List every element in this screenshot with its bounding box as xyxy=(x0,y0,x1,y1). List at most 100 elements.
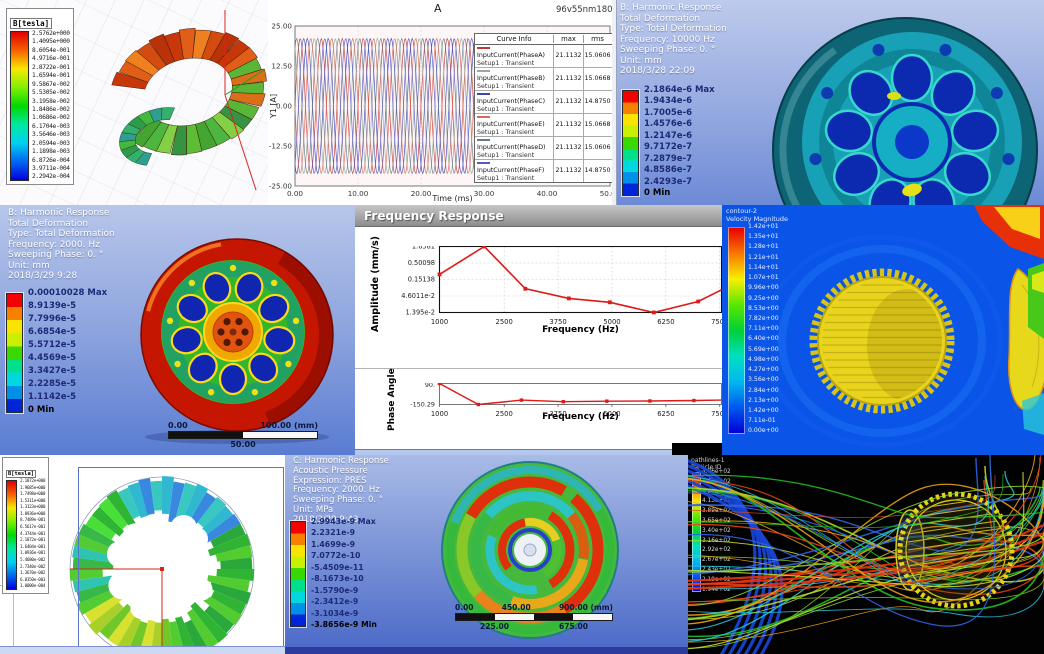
svg-text:90.: 90. xyxy=(425,383,435,389)
curve-name: InputCurrent(PhaseD) xyxy=(477,144,546,152)
colorbar-label: 3.40e+02 xyxy=(702,527,731,534)
curve-color-swatch xyxy=(477,116,490,119)
colorbar-label: 1.4095e+000 xyxy=(32,38,70,46)
colorbar-label: 3.9711e-004 xyxy=(32,165,70,172)
panel-harmonic-teal-wheel: B: Harmonic Response Total Deformation Typ… xyxy=(612,0,1044,205)
colorbar-strip xyxy=(728,227,745,434)
colorbar-label: 1.42e+00 xyxy=(748,406,779,414)
acoustic-disc-viewport[interactable] xyxy=(285,455,688,654)
colorbar-strip xyxy=(5,479,18,591)
colorbar-label: 2.67e+02 xyxy=(702,557,731,564)
colorbar-label: 4.9716e-001 xyxy=(32,55,70,63)
svg-text:Y1 [A]: Y1 [A] xyxy=(269,94,278,119)
ruler-label: 675.00 xyxy=(559,622,588,631)
colorbar-label: 1.6404e-001 xyxy=(20,544,46,550)
curve-setup: Setup1 : Transient xyxy=(477,151,535,159)
colorbar-label: 2.7340e-002 xyxy=(20,564,46,570)
curve-rms: 14.8750 xyxy=(583,160,611,182)
colorbar-label: 0.00e+00 xyxy=(748,427,779,435)
rotor-field-viewport[interactable] xyxy=(0,455,285,654)
curve-color-swatch xyxy=(477,93,490,96)
flux-density-legend: B[tesla] 2.5762e+000 1.4095e+000 8.6054e-0… xyxy=(6,8,74,185)
colorbar-label: 1.7005e-6 xyxy=(644,107,693,118)
svg-text:7500: 7500 xyxy=(711,410,722,418)
panel-harmonic-red-wheel: B: Harmonic Response Total Deformation Typ… xyxy=(0,205,355,455)
panel-streamlines: pathlines-1 Particle ID 4.86e+02 4.62e+02 4… xyxy=(688,455,1044,654)
panel-cfd-velocity: contour-2 Velocity Magnitude 1.42e+01 1.35… xyxy=(722,205,1044,455)
curve-rms: 14.8750 xyxy=(583,91,611,113)
colorbar-strip xyxy=(621,89,640,197)
colorbar-label: 1.9685e+000 xyxy=(20,485,46,491)
colorbar-label: 6.5617e-001 xyxy=(20,525,46,531)
amplitude-axis-label: Amplitude (mm/s) xyxy=(370,235,381,332)
colorbar-label: 8.53e+00 xyxy=(748,304,779,312)
header-line: Unit: MPa xyxy=(293,504,334,515)
curve-rms: 15.0606 xyxy=(583,137,611,159)
colorbar-label: -3.1034e-9 xyxy=(311,608,359,618)
colorbar-label: 1.1142e-5 xyxy=(28,392,77,402)
streamline-viewport[interactable] xyxy=(688,455,1044,654)
curve-setup: Setup1 : Transient xyxy=(477,174,535,182)
curve-setup: Setup1 : Transient xyxy=(477,59,535,67)
panel-transient-plot: 25.00 12.50 0.00 -12.50 -25.00 0.00 10.00 20.00… xyxy=(268,0,612,205)
colorbar-label: 2.43e+02 xyxy=(702,566,731,573)
frequency-response-window: Frequency Response Amplitude (mm/s) 1000… xyxy=(355,205,722,455)
svg-text:7500: 7500 xyxy=(711,318,722,326)
header-line: Frequency: 2000. Hz xyxy=(8,239,100,250)
curve-rms: 15.0668 xyxy=(583,114,611,136)
ruler-label: 0.00 xyxy=(168,421,188,430)
curve-setup: Setup1 : Transient xyxy=(477,82,535,90)
deformation-colorbar: 2.1864e-6 Max 1.9434e-6 1.7005e-6 1.4576e-6… xyxy=(621,86,715,198)
window-titlebar[interactable]: Frequency Response xyxy=(355,205,722,227)
colorbar-label: 2.9943e-9 Max xyxy=(311,517,376,526)
colorbar-label: 4.8586e-7 xyxy=(644,165,693,176)
plot-annotation: 96v55nm180 ✳ xyxy=(556,5,612,15)
curve-setup: Setup1 : Transient xyxy=(477,128,535,136)
colorbar-labels: 2.1872e+000 1.9685e+000 1.7498e+000 1.5311e… xyxy=(20,479,46,590)
colorbar-label: 2.2285e-5 xyxy=(28,379,77,389)
colorbar-label: 1.3670e-002 xyxy=(20,571,46,577)
window-body xyxy=(355,227,722,449)
colorbar-label: 9.5867e-002 xyxy=(32,80,70,88)
header-line: B: Harmonic Response xyxy=(620,3,722,13)
svg-text:3750: 3750 xyxy=(549,318,566,326)
svg-text:1.395e-2: 1.395e-2 xyxy=(405,309,435,317)
colorbar-label: 1.21e+01 xyxy=(748,253,779,261)
ruler-label: 900.00 (mm) xyxy=(558,603,613,612)
colorbar-label: -3.8656e-9 Min xyxy=(311,619,377,629)
header-line: B: Harmonic Response xyxy=(8,208,110,218)
colorbar-label: 7.2879e-7 xyxy=(644,153,693,164)
torus-field-viewport[interactable] xyxy=(0,0,268,205)
svg-text:0.50098: 0.50098 xyxy=(408,259,435,267)
header-line: Frequency: 10000 Hz xyxy=(620,34,715,45)
wheel-model-viewport[interactable] xyxy=(0,205,355,455)
velocity-legend-title: contour-2 Velocity Magnitude xyxy=(726,207,788,223)
window-bottom-edge xyxy=(0,646,285,654)
colorbar-label: 1.1898e-003 xyxy=(32,148,70,156)
colorbar-labels: 0.00010028 Max 8.9139e-5 7.7996e-5 6.6854e-… xyxy=(28,289,107,415)
harmonic-header: B: Harmonic Response Total Deformation Typ… xyxy=(8,208,115,282)
svg-text:0.00: 0.00 xyxy=(287,189,303,198)
ruler-label: 225.00 xyxy=(480,622,509,631)
curve-name: InputCurrent(PhaseE) xyxy=(477,121,545,129)
deformation-colorbar: 0.00010028 Max 8.9139e-5 7.7996e-5 6.6854e-… xyxy=(5,289,107,415)
particle-legend-title: pathlines-1 Particle ID xyxy=(691,457,725,471)
header-line: Expression: PRES xyxy=(293,475,367,486)
window-corner-shadow xyxy=(672,443,722,455)
colorbar-label: 6.8726e-004 xyxy=(32,156,70,164)
svg-text:12.50: 12.50 xyxy=(271,62,292,71)
colorbar-label: 5.69e+00 xyxy=(748,345,779,353)
legend-row: InputCurrent(PhaseA) Setup1 : Transient … xyxy=(475,45,612,68)
wheel-model-viewport[interactable] xyxy=(612,0,1044,205)
colorbar-label: 4.98e+00 xyxy=(748,355,779,363)
colorbar-label: 1.42e+01 xyxy=(748,223,779,230)
header-line: 2018/3/28 22:09 xyxy=(620,66,695,76)
curve-rms: 15.0668 xyxy=(583,68,611,90)
curve-name: InputCurrent(PhaseF) xyxy=(477,167,545,175)
phase-plot[interactable]: 1000 2500 3750 5000 6250 7500 90. -150.29 xyxy=(393,383,722,427)
amplitude-plot[interactable]: 1000 2500 3750 5000 6250 7500 1.6581 0.50098 0.1… xyxy=(393,246,722,330)
legend-row: InputCurrent(PhaseC) Setup1 : Transient … xyxy=(475,91,612,114)
header-line: Acoustic Pressure xyxy=(293,465,368,476)
colorbar-labels: 2.9943e-9 Max 2.2321e-9 1.4699e-9 7.0772e-1… xyxy=(311,517,377,629)
gear-cfd-viewport[interactable] xyxy=(722,205,1044,455)
